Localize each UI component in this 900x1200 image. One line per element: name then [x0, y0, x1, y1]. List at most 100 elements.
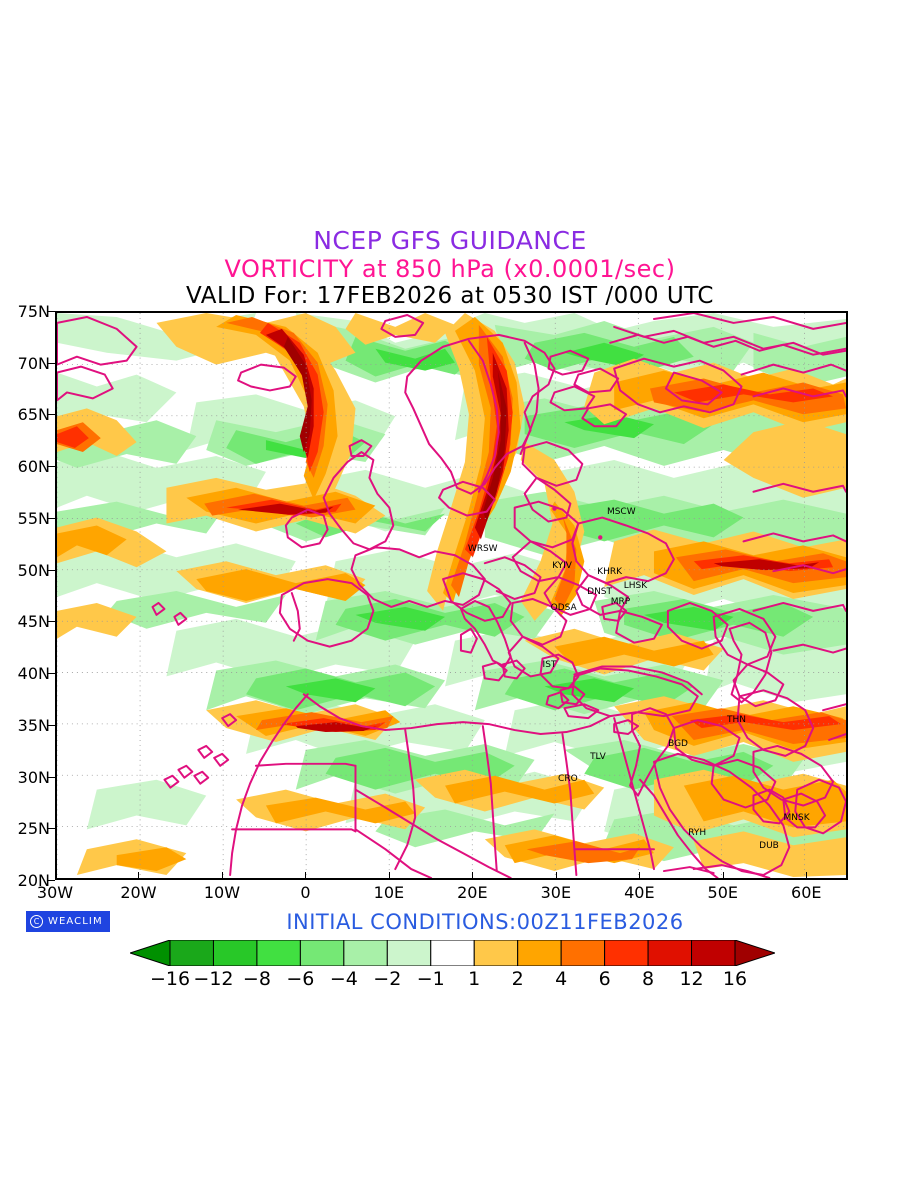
x-axis-tick-mark [722, 872, 724, 880]
y-axis-tick-mark [47, 414, 55, 416]
copyright-icon: C [30, 915, 43, 928]
colorbar-tick-label: −6 [286, 968, 315, 990]
city-label: KHRK [597, 566, 623, 577]
x-axis: 30W 20W 10W 0 10E 20E 30E 40E 50E 60E [0, 872, 900, 906]
y-axis-tick-label: 65N [17, 405, 50, 425]
y-axis-tick-label: 70N [17, 353, 50, 373]
y-axis-tick-label: 60N [17, 457, 50, 477]
city-label: MRP [610, 596, 631, 607]
colorbar-cell [560, 940, 606, 966]
colorbar-arrow-low [130, 940, 171, 966]
chart-title-block: NCEP GFS GUIDANCE VORTICITY at 850 hPa (… [0, 228, 900, 308]
colorbar-tick-label: 2 [511, 968, 524, 990]
colorbar-tick-label: 1 [468, 968, 481, 990]
colorbar-tick-label: 4 [555, 968, 568, 990]
y-axis: 20N 25N 30N 35N 40N 45N 50N 55N 60N 65N 70N 75N [0, 302, 900, 890]
initial-conditions-label: INITIAL CONDITIONS:00Z11FEB2026 [286, 910, 684, 934]
y-axis-tick-mark [47, 673, 55, 675]
city-label: MNSK [783, 812, 810, 823]
y-axis-tick-label: 30N [17, 767, 50, 787]
city-label: ODSA [550, 602, 577, 613]
x-axis-tick-label: 10W [203, 883, 241, 902]
colorbar-cell [647, 940, 693, 966]
map-plot-area: MSCW WRSW KYIV KHRK LHSK DNST MRP ODSA IST THN BGD… [55, 311, 848, 880]
city-label: DUB [759, 840, 779, 851]
y-axis-tick-mark [47, 724, 55, 726]
x-axis-tick-label: 20W [120, 883, 157, 902]
x-axis-tick-label: 20E [457, 883, 488, 902]
city-label: THN [726, 714, 746, 725]
colorbar-cell [169, 940, 214, 966]
y-axis-tick-label: 40N [17, 664, 50, 684]
colorbar-arrow-high [734, 940, 775, 966]
city-label: BGD [668, 739, 688, 750]
colorbar-tick-label: −12 [193, 968, 234, 990]
x-axis-tick-mark [472, 872, 474, 880]
y-axis-tick-mark [47, 311, 55, 312]
city-label: RYH [688, 828, 707, 839]
colorbar-tick-label: −16 [149, 968, 191, 990]
y-axis-tick-mark [47, 466, 55, 468]
colorbar-tick-label: −2 [373, 968, 402, 990]
y-axis-tick-mark [47, 776, 55, 778]
y-axis-tick-mark [47, 621, 55, 623]
colorbar [130, 940, 775, 966]
city-label: IST [542, 659, 557, 670]
logo-text: WEACLIM [48, 916, 103, 927]
y-axis-tick-mark [47, 569, 55, 571]
x-axis-tick-mark [388, 872, 390, 880]
colorbar-cell [386, 940, 432, 966]
vorticity-field [57, 313, 846, 878]
x-axis-tick-label: 50E [707, 883, 739, 902]
y-axis-tick-label: 55N [17, 508, 50, 528]
colorbar-cell [299, 940, 345, 966]
y-axis-tick-mark [47, 828, 55, 830]
y-axis-tick-label: 75N [17, 302, 50, 321]
colorbar-swatches [130, 940, 775, 966]
x-axis-tick-label: 30W [36, 883, 74, 902]
title-valid-time: VALID For: 17FEB2026 at 0530 IST /000 UT… [186, 283, 714, 309]
colorbar-tick-label: 12 [679, 968, 704, 990]
city-label: MSCW [606, 506, 636, 517]
colorbar-cell [256, 940, 301, 966]
city-label: DNST [587, 587, 613, 598]
colorbar-cell [343, 940, 388, 966]
vorticity-map-svg [57, 313, 846, 878]
x-axis-tick-mark [639, 872, 641, 880]
y-axis-tick-label: 50N [17, 560, 50, 580]
x-axis-tick-mark [55, 872, 56, 880]
colorbar-tick-label: 16 [722, 968, 748, 990]
colorbar-cell [430, 940, 475, 966]
coastlines-borders [57, 313, 846, 878]
colorbar-tick-label: −8 [242, 968, 271, 990]
colorbar-tick-label: 8 [642, 968, 655, 990]
x-axis-tick-label: 40E [624, 883, 655, 902]
y-axis-tick-label: 35N [17, 715, 50, 735]
title-model: NCEP GFS GUIDANCE [313, 226, 587, 255]
city-label: TLV [590, 751, 606, 762]
city-label: CRO [558, 773, 578, 784]
colorbar-tick-label: −1 [416, 968, 445, 990]
colorbar-cell [517, 940, 562, 966]
y-axis-tick-mark [47, 362, 55, 364]
x-axis-tick-label: 60E [791, 883, 822, 902]
x-axis-tick-mark [221, 872, 223, 880]
y-axis-tick-label: 25N [17, 819, 50, 839]
y-axis-tick-label: 45N [17, 612, 50, 632]
colorbar-cell [473, 940, 519, 966]
x-axis-tick-mark [806, 872, 808, 880]
city-label-layer: MSCW WRSW KYIV KHRK LHSK DNST MRP ODSA IST THN BGD… [57, 313, 846, 878]
city-label: LHSK [623, 581, 648, 592]
title-field: VORTICITY at 850 hPa (x0.0001/sec) [224, 255, 676, 283]
y-axis-tick-label: 20N [17, 871, 50, 890]
city-label: WRSW [467, 543, 498, 554]
colorbar-cell [604, 940, 649, 966]
x-axis-tick-label: 10E [373, 883, 405, 902]
x-axis-tick-label: 30E [540, 883, 572, 902]
x-axis-tick-mark [305, 872, 307, 880]
colorbar-tick-label: −4 [329, 968, 358, 990]
colorbar-tick-label: 6 [598, 968, 611, 990]
weaclim-logo: C WEACLIM [26, 911, 110, 932]
x-axis-tick-mark [138, 872, 140, 880]
